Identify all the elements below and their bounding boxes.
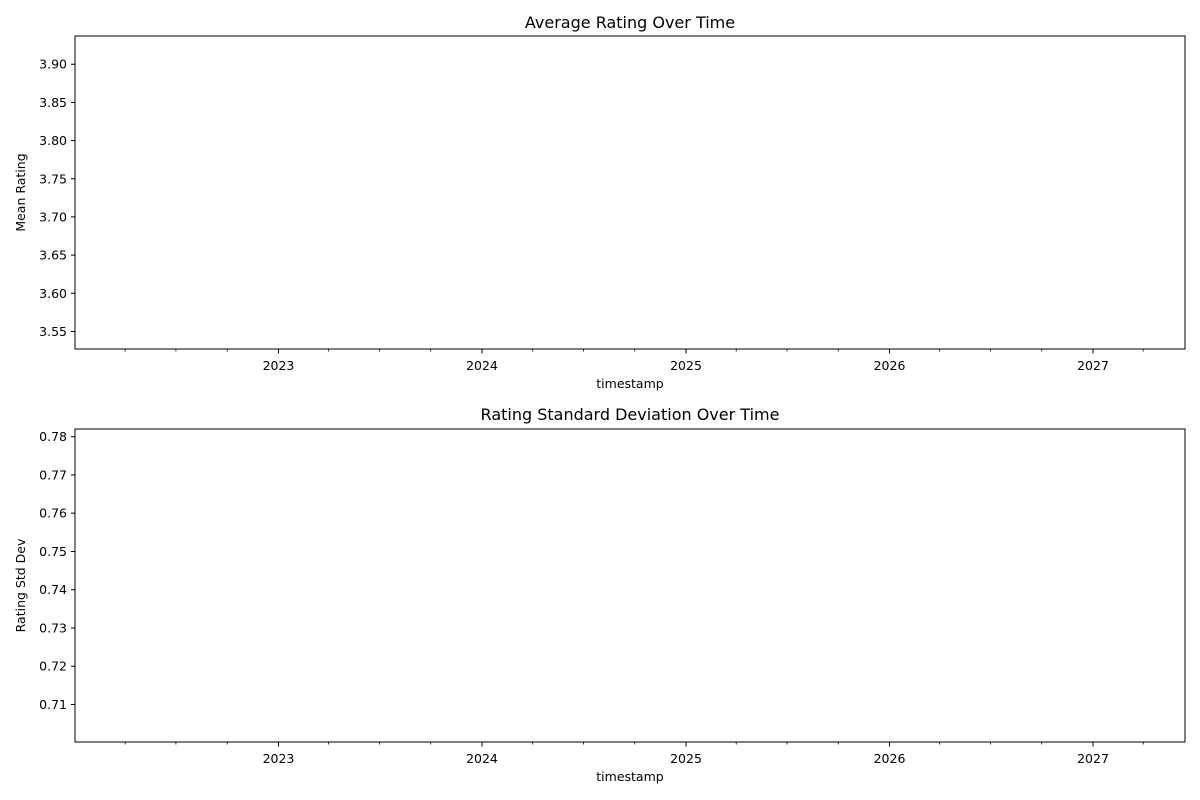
x-axis: 2023 2024 2025 2026 2027: [124, 349, 1144, 373]
chart-title: Rating Standard Deviation Over Time: [481, 405, 780, 424]
y-tick-label: 0.76: [39, 506, 67, 521]
x-tick-label: 2027: [1077, 751, 1109, 766]
x-tick-label: 2027: [1077, 358, 1109, 373]
y-tick-label: 3.85: [39, 95, 67, 110]
x-axis-label: timestamp: [596, 769, 663, 784]
y-tick-label: 3.55: [39, 324, 67, 339]
x-tick-label: 2026: [874, 358, 906, 373]
y-tick-label: 0.73: [39, 620, 67, 635]
y-tick-label: 3.60: [39, 286, 67, 301]
y-tick-label: 0.71: [39, 697, 67, 712]
plot-area-frame: [74, 35, 1186, 350]
x-tick-label: 2023: [263, 358, 295, 373]
y-axis-label: Mean Rating: [13, 153, 28, 231]
x-tick-label: 2024: [466, 358, 498, 373]
y-tick-label: 0.77: [39, 467, 67, 482]
y-axis: 0.71 0.72 0.73 0.74 0.75 0.76 0.77 0.78: [39, 429, 75, 712]
plot-area-frame: [74, 428, 1186, 743]
x-axis-label: timestamp: [596, 376, 663, 391]
y-tick-label: 0.78: [39, 429, 67, 444]
y-tick-label: 3.80: [39, 133, 67, 148]
y-tick-label: 3.70: [39, 209, 67, 224]
y-tick-label: 0.74: [39, 582, 67, 597]
x-tick-label: 2025: [670, 751, 702, 766]
y-axis: 3.55 3.60 3.65 3.70 3.75 3.80 3.85 3.90: [39, 57, 75, 339]
y-tick-label: 3.65: [39, 248, 67, 263]
y-tick-label: 3.75: [39, 171, 67, 186]
y-tick-label: 0.72: [39, 659, 67, 674]
chart-average-rating: Average Rating Over Time 3.55 3.60 3.65 3.7…: [13, 13, 1186, 391]
y-axis-label: Rating Std Dev: [13, 538, 28, 632]
x-axis: 2023 2024 2025 2026 2027: [124, 742, 1144, 766]
y-tick-label: 0.75: [39, 544, 67, 559]
chart-rating-std-dev: Rating Standard Deviation Over Time 0.71…: [13, 405, 1186, 784]
x-tick-label: 2025: [670, 358, 702, 373]
y-tick-label: 3.90: [39, 57, 67, 72]
x-tick-label: 2024: [466, 751, 498, 766]
x-tick-label: 2023: [263, 751, 295, 766]
chart-title: Average Rating Over Time: [525, 13, 735, 32]
x-tick-label: 2026: [874, 751, 906, 766]
